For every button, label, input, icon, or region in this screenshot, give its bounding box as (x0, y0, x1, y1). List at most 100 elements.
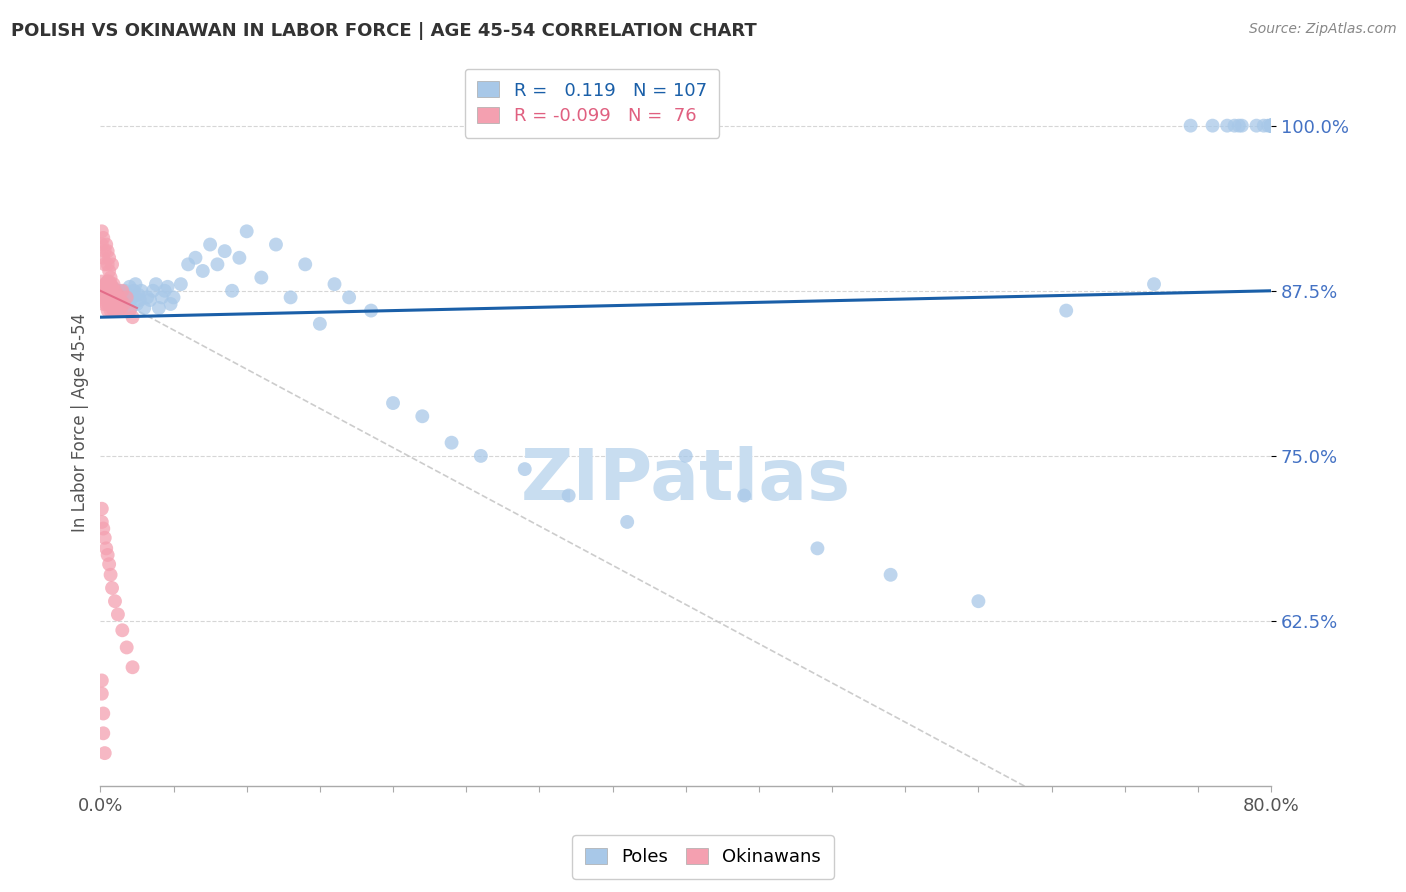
Point (121, 290, 143, 304)
Point (184, 251, 207, 265)
Point (108, 303, 131, 318)
Point (101, 257, 124, 271)
Point (177, 257, 200, 271)
Point (100, 286, 122, 301)
Point (675, 449, 697, 463)
Point (170, 277, 193, 292)
Point (96, 287, 118, 301)
Point (97, 284, 120, 298)
Point (91, 522, 114, 536)
Point (153, 284, 176, 298)
Point (1246, 119, 1268, 133)
Point (91, 251, 114, 265)
Point (235, 224, 257, 238)
Point (120, 301, 142, 315)
Point (1230, 119, 1253, 133)
Point (309, 317, 332, 331)
Point (1260, 119, 1282, 133)
Point (91, 280, 114, 294)
Point (96, 541, 118, 556)
Text: ZIPatlas: ZIPatlas (520, 447, 851, 516)
Point (198, 237, 221, 252)
Point (105, 297, 128, 311)
Point (111, 624, 134, 638)
Point (90, 275, 112, 289)
Point (118, 303, 141, 318)
Point (513, 462, 536, 476)
Point (103, 293, 125, 307)
Point (101, 297, 124, 311)
Point (139, 293, 162, 307)
Point (1260, 119, 1282, 133)
Point (1223, 119, 1246, 133)
Point (103, 277, 125, 292)
Point (145, 277, 167, 292)
Point (1260, 119, 1282, 133)
Point (98, 558, 121, 572)
Point (97, 293, 120, 307)
Point (91, 231, 114, 245)
Point (111, 297, 134, 311)
Point (150, 290, 173, 304)
Point (159, 297, 181, 311)
Point (221, 284, 243, 298)
Point (96, 277, 118, 292)
Point (98, 282, 121, 296)
Point (127, 287, 149, 301)
Point (103, 295, 125, 310)
Point (101, 280, 124, 294)
Point (104, 282, 127, 296)
Point (1260, 119, 1282, 133)
Point (91, 284, 114, 298)
Point (294, 257, 316, 271)
Point (470, 449, 492, 463)
Point (1216, 119, 1239, 133)
Point (1180, 119, 1202, 133)
Point (118, 280, 141, 294)
Point (1227, 119, 1250, 133)
Point (122, 284, 145, 298)
Point (110, 303, 132, 318)
Point (124, 277, 146, 292)
Point (93, 293, 115, 307)
Point (91, 290, 114, 304)
Point (1253, 119, 1275, 133)
Point (156, 280, 179, 294)
Point (98, 275, 121, 289)
Point (98, 280, 121, 294)
Point (108, 294, 131, 309)
Point (105, 297, 128, 311)
Point (323, 277, 346, 292)
Point (97, 284, 120, 298)
Point (103, 285, 125, 299)
Point (98, 264, 121, 278)
Point (108, 284, 131, 298)
Point (110, 301, 132, 315)
Point (104, 284, 127, 298)
Point (1260, 119, 1282, 133)
Point (1257, 119, 1279, 133)
Point (250, 270, 273, 285)
Point (107, 607, 129, 622)
Point (104, 293, 127, 307)
Point (98, 297, 121, 311)
Text: Source: ZipAtlas.com: Source: ZipAtlas.com (1249, 22, 1396, 37)
Point (111, 284, 134, 298)
Point (97, 293, 120, 307)
Point (104, 301, 127, 315)
Point (1260, 119, 1282, 133)
Point (98, 297, 121, 311)
Point (104, 303, 127, 318)
Point (228, 251, 250, 265)
Point (93, 244, 115, 259)
Point (1260, 119, 1282, 133)
Point (337, 290, 360, 304)
Point (93, 531, 115, 545)
Point (103, 303, 125, 318)
Point (207, 257, 229, 271)
Point (107, 303, 129, 318)
Point (115, 290, 138, 304)
Point (1260, 119, 1282, 133)
Point (112, 297, 135, 311)
Point (93, 746, 115, 760)
